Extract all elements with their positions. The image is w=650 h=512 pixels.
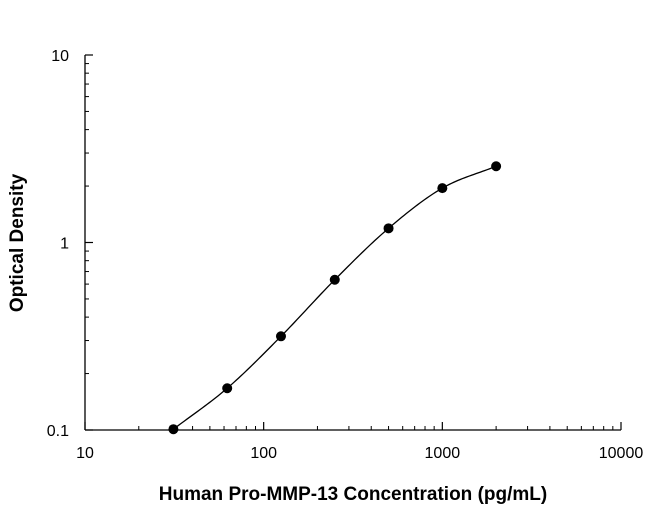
x-tick-label: 10 — [76, 445, 94, 462]
x-tick-label: 100 — [250, 445, 277, 462]
y-tick-label: 1 — [60, 236, 69, 253]
fit-curve-layer — [173, 165, 497, 430]
data-point — [222, 383, 233, 394]
data-points-layer — [168, 161, 502, 435]
x-tick-label: 1000 — [425, 445, 461, 462]
data-point — [437, 183, 448, 194]
data-point — [275, 331, 286, 342]
data-point — [491, 161, 502, 172]
y-tick-label: 10 — [51, 48, 69, 65]
fit-curve — [173, 165, 497, 430]
axes: 10 100 1000 10000 0.1 1 10 — [47, 48, 644, 462]
data-point — [383, 223, 394, 234]
y-tick-label: 0.1 — [47, 423, 69, 440]
x-tick-label: 10000 — [599, 445, 644, 462]
x-axis-title: Human Pro-MMP-13 Concentration (pg/mL) — [159, 484, 547, 505]
data-point — [168, 424, 179, 435]
y-axis-title: Optical Density — [7, 173, 28, 312]
data-point — [329, 274, 340, 285]
